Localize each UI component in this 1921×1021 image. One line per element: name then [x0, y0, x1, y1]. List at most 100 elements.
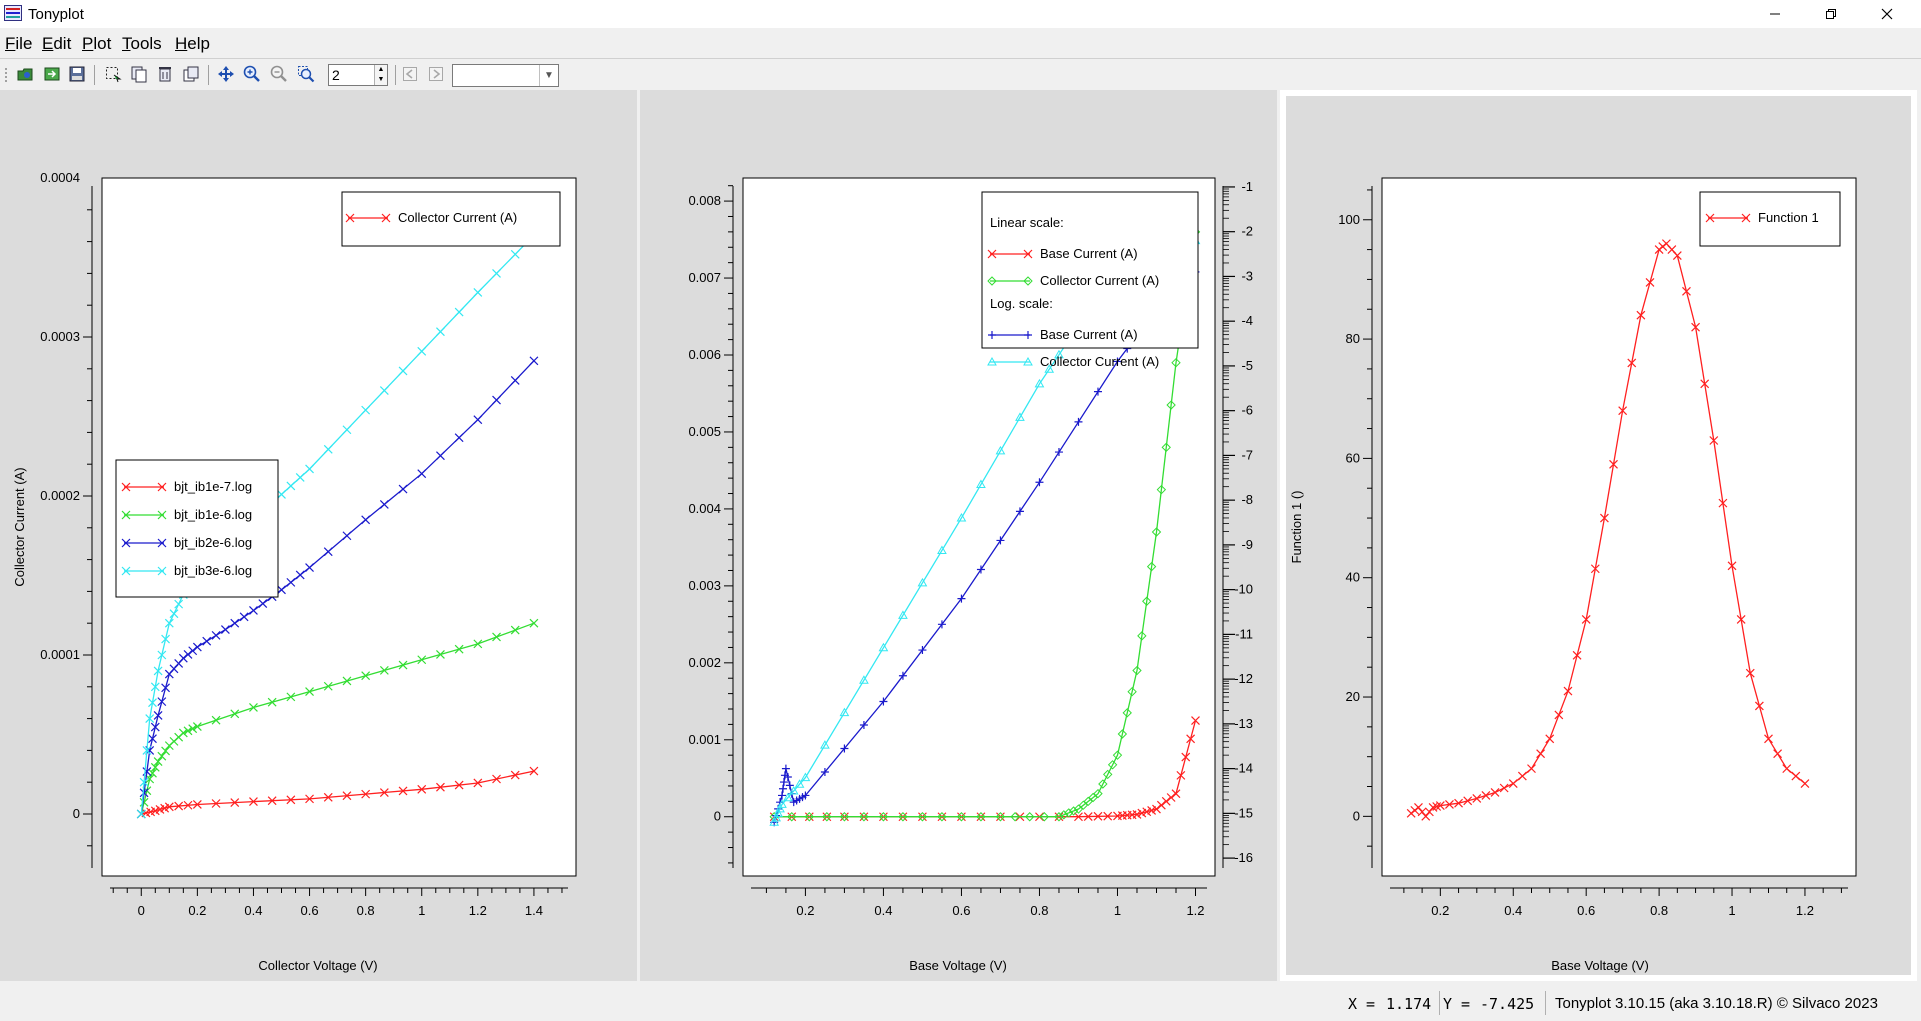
series-3-point — [771, 812, 782, 822]
plot-back-icon[interactable] — [401, 65, 419, 83]
restore-button[interactable] — [1803, 0, 1859, 28]
series-3-point — [153, 666, 163, 676]
plot-forward-icon[interactable] — [427, 65, 445, 83]
series-0-point — [1152, 804, 1161, 814]
load-icon[interactable] — [16, 65, 34, 83]
select-icon[interactable] — [104, 65, 122, 83]
series-0-point — [1754, 701, 1764, 711]
menu-tools[interactable]: Tools — [122, 34, 162, 53]
series-3-point — [174, 599, 184, 609]
close-icon — [1881, 8, 1893, 20]
atlas-beta-chart[interactable]: ATLASData from A_beta.log0.20.40.60.811.… — [640, 90, 1277, 981]
series-3-point — [286, 481, 296, 491]
series-1-point — [510, 625, 520, 635]
series-0-point — [1618, 406, 1628, 416]
series-0-point — [1472, 794, 1482, 803]
series-2-point — [153, 710, 163, 720]
x-tick-label: 0 — [138, 903, 145, 918]
zoom-factor-spinbox[interactable]: 2 ▲ ▼ — [328, 64, 388, 86]
series-2-point — [230, 618, 240, 628]
series-2-point — [178, 653, 188, 663]
function-1-chart[interactable]: ATLASData from A_beta.log0.20.40.60.811.… — [1280, 90, 1917, 981]
y-tick-label: 0.002 — [688, 655, 721, 670]
series-2-point — [239, 612, 249, 622]
y2-tick-label: -12 — [1234, 671, 1253, 686]
menu-edit[interactable]: Edit — [42, 34, 72, 53]
series-0-point — [1536, 749, 1546, 759]
x-tick-label: 0.8 — [1650, 903, 1668, 918]
x-tick-label: 0.8 — [357, 903, 375, 918]
close-button[interactable] — [1859, 0, 1915, 28]
spin-down-icon[interactable]: ▼ — [377, 76, 385, 83]
y-axis-label: Function 1 () — [1289, 491, 1304, 564]
plot-panel-3[interactable]: ATLASData from A_beta.log0.20.40.60.811.… — [1280, 90, 1917, 981]
delete-icon[interactable] — [156, 65, 174, 83]
series-2-point — [342, 531, 352, 541]
series-1-point — [417, 655, 427, 665]
zoom-out-icon[interactable] — [270, 65, 288, 83]
pan-icon[interactable] — [217, 65, 235, 83]
zoom-in-icon[interactable] — [243, 65, 261, 83]
series-1-point — [286, 692, 296, 702]
import-icon[interactable] — [43, 65, 61, 83]
series-1-point — [1103, 769, 1113, 780]
series-2-point — [454, 433, 464, 443]
series-0-point — [1517, 771, 1527, 781]
series-0-point — [1093, 811, 1103, 821]
spin-arrows[interactable]: ▲ ▼ — [374, 65, 387, 85]
zoom-factor-value: 2 — [332, 67, 340, 83]
series-3-point — [782, 792, 793, 802]
series-3-point — [454, 307, 464, 317]
spin-up-icon[interactable]: ▲ — [377, 66, 385, 73]
x-tick-label: 0.6 — [1577, 903, 1595, 918]
copy-icon[interactable] — [130, 65, 148, 83]
chevron-down-icon[interactable]: ▼ — [539, 65, 558, 86]
series-1-point — [1112, 750, 1123, 760]
menu-plot[interactable]: Plot — [82, 34, 112, 53]
duplicate-icon[interactable] — [182, 65, 200, 83]
zoom-box-icon[interactable] — [297, 65, 315, 83]
series-0-point — [1672, 251, 1682, 260]
series-2-point — [286, 577, 296, 587]
series-2-point — [918, 646, 927, 655]
plot-area — [1381, 177, 1857, 877]
save-icon[interactable] — [68, 65, 86, 83]
series-1-point — [1083, 796, 1093, 807]
series-2-point — [1015, 507, 1024, 516]
menu-help[interactable]: Help — [175, 34, 210, 53]
legend-label: Collector Current (A) — [398, 210, 517, 225]
series-2-point — [510, 376, 520, 385]
plot-panel-2[interactable]: ATLASData from A_beta.log0.20.40.60.811.… — [640, 90, 1277, 981]
plot-panel-1[interactable]: ATLAS OVERLAYData from multiple files00.… — [0, 90, 637, 981]
series-1-point — [153, 757, 163, 766]
legend-swatch-marker — [157, 482, 167, 492]
menu-file[interactable]: File — [5, 34, 33, 53]
series-0-point — [1718, 498, 1728, 508]
x-coord-value: 1.174 — [1386, 995, 1432, 1013]
toolbar-grip-icon — [5, 68, 7, 82]
series-1-point — [188, 724, 198, 734]
series-1-point — [917, 812, 928, 822]
series-0-point — [1709, 436, 1719, 445]
series-0-point — [1554, 710, 1564, 720]
series-0-point — [164, 802, 174, 812]
series-3-point — [323, 444, 333, 454]
minimize-icon — [1770, 13, 1780, 15]
series-0-point — [1599, 513, 1609, 523]
series-3-point — [277, 489, 286, 499]
minimize-button[interactable] — [1747, 0, 1803, 28]
series-0-point — [1590, 564, 1600, 574]
series-0-point — [1581, 615, 1591, 624]
series-2-point — [937, 620, 946, 629]
series-3-point — [342, 425, 352, 435]
y2-tick-label: -10 — [1234, 582, 1253, 597]
series-2-point — [1074, 417, 1083, 426]
legend-label: bjt_ib2e-6.log — [174, 535, 252, 550]
atlas-overlay-chart[interactable]: ATLAS OVERLAYData from multiple files00.… — [0, 90, 637, 981]
series-0-point — [192, 800, 202, 809]
plot-selector-combo[interactable]: ▼ — [452, 64, 559, 87]
legend-swatch-marker — [121, 566, 131, 576]
series-3-point — [976, 479, 986, 488]
series-0-point — [230, 798, 240, 807]
y2-tick-label: -6 — [1241, 403, 1253, 418]
